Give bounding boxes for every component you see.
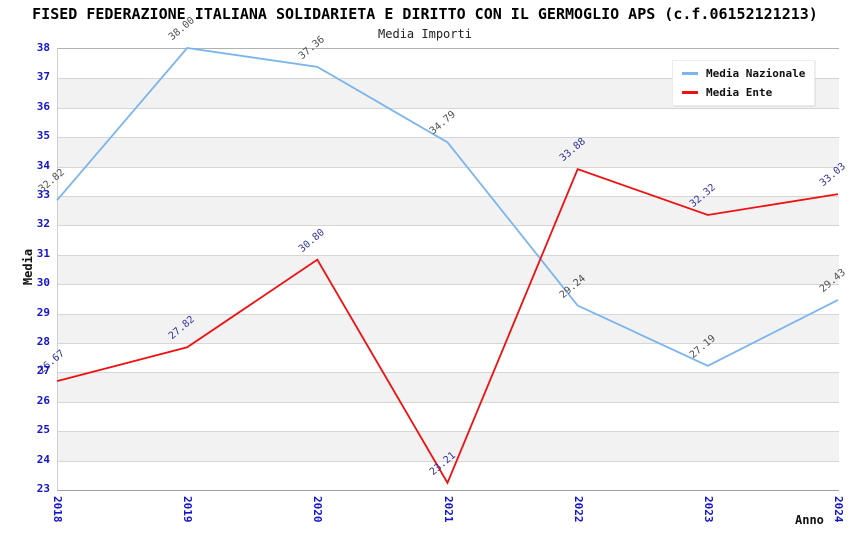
y-tick-label: 38 bbox=[36, 41, 50, 54]
y-tick-label: 28 bbox=[36, 335, 50, 348]
plot-band bbox=[58, 254, 839, 285]
y-tick-label: 26 bbox=[36, 393, 50, 407]
plot-band bbox=[58, 137, 839, 167]
gridline bbox=[58, 401, 839, 403]
legend-label-media-ente: Media Ente bbox=[706, 86, 773, 99]
y-tick-label: 29 bbox=[36, 305, 50, 319]
legend-item-media-nazionale: Media Nazionale bbox=[682, 67, 805, 80]
y-tick-label: 37 bbox=[36, 70, 50, 84]
y-tick-label: 31 bbox=[36, 246, 50, 260]
gridline bbox=[58, 225, 839, 227]
y-tick-label: 34 bbox=[36, 158, 50, 172]
y-tick-label: 27 bbox=[36, 364, 50, 378]
x-tick-label: 2018 bbox=[51, 496, 64, 523]
gridline bbox=[58, 431, 839, 433]
y-tick-label: 33 bbox=[36, 188, 50, 201]
plot-band bbox=[58, 343, 839, 373]
x-axis-title: Anno bbox=[795, 513, 824, 527]
chart-subtitle: Media Importi bbox=[378, 27, 472, 41]
chart-title: FISED FEDERAZIONE ITALIANA SOLIDARIETA E… bbox=[32, 5, 818, 23]
gridline bbox=[58, 343, 839, 344]
y-tick-label: 32 bbox=[36, 217, 50, 231]
plot-band bbox=[58, 401, 839, 432]
y-tick-label: 23 bbox=[36, 482, 50, 495]
y-tick-label: 25 bbox=[36, 423, 50, 437]
x-tick-label: 2019 bbox=[181, 496, 195, 523]
gridline bbox=[58, 372, 839, 374]
gridline bbox=[58, 254, 839, 256]
plot-band bbox=[58, 284, 839, 314]
legend: Media Nazionale Media Ente bbox=[672, 60, 816, 106]
gridline bbox=[58, 196, 839, 197]
y-tick-label: 30 bbox=[36, 276, 50, 290]
x-tick-label: 2022 bbox=[571, 496, 585, 523]
x-tick-label: 2024 bbox=[832, 496, 845, 523]
plot-band bbox=[58, 196, 839, 226]
gridline bbox=[58, 313, 839, 315]
y-tick-label: 35 bbox=[36, 129, 50, 143]
x-tick-label: 2021 bbox=[441, 496, 455, 523]
legend-swatch-media-ente bbox=[682, 91, 698, 94]
x-tick-label: 2023 bbox=[701, 496, 715, 523]
legend-label-media-nazionale: Media Nazionale bbox=[706, 67, 806, 80]
gridline bbox=[58, 284, 839, 286]
gridline bbox=[58, 166, 839, 168]
plot-band bbox=[58, 225, 839, 255]
plot-band bbox=[58, 166, 839, 196]
legend-item-media-ente: Media Ente bbox=[682, 86, 805, 99]
x-tick-label: 2020 bbox=[311, 496, 325, 523]
y-tick-label: 24 bbox=[36, 452, 50, 466]
plot-band bbox=[58, 372, 839, 402]
gridline bbox=[58, 107, 839, 109]
legend-swatch-media-nazionale bbox=[682, 72, 698, 75]
gridline bbox=[58, 137, 839, 139]
y-tick-label: 36 bbox=[36, 99, 50, 113]
